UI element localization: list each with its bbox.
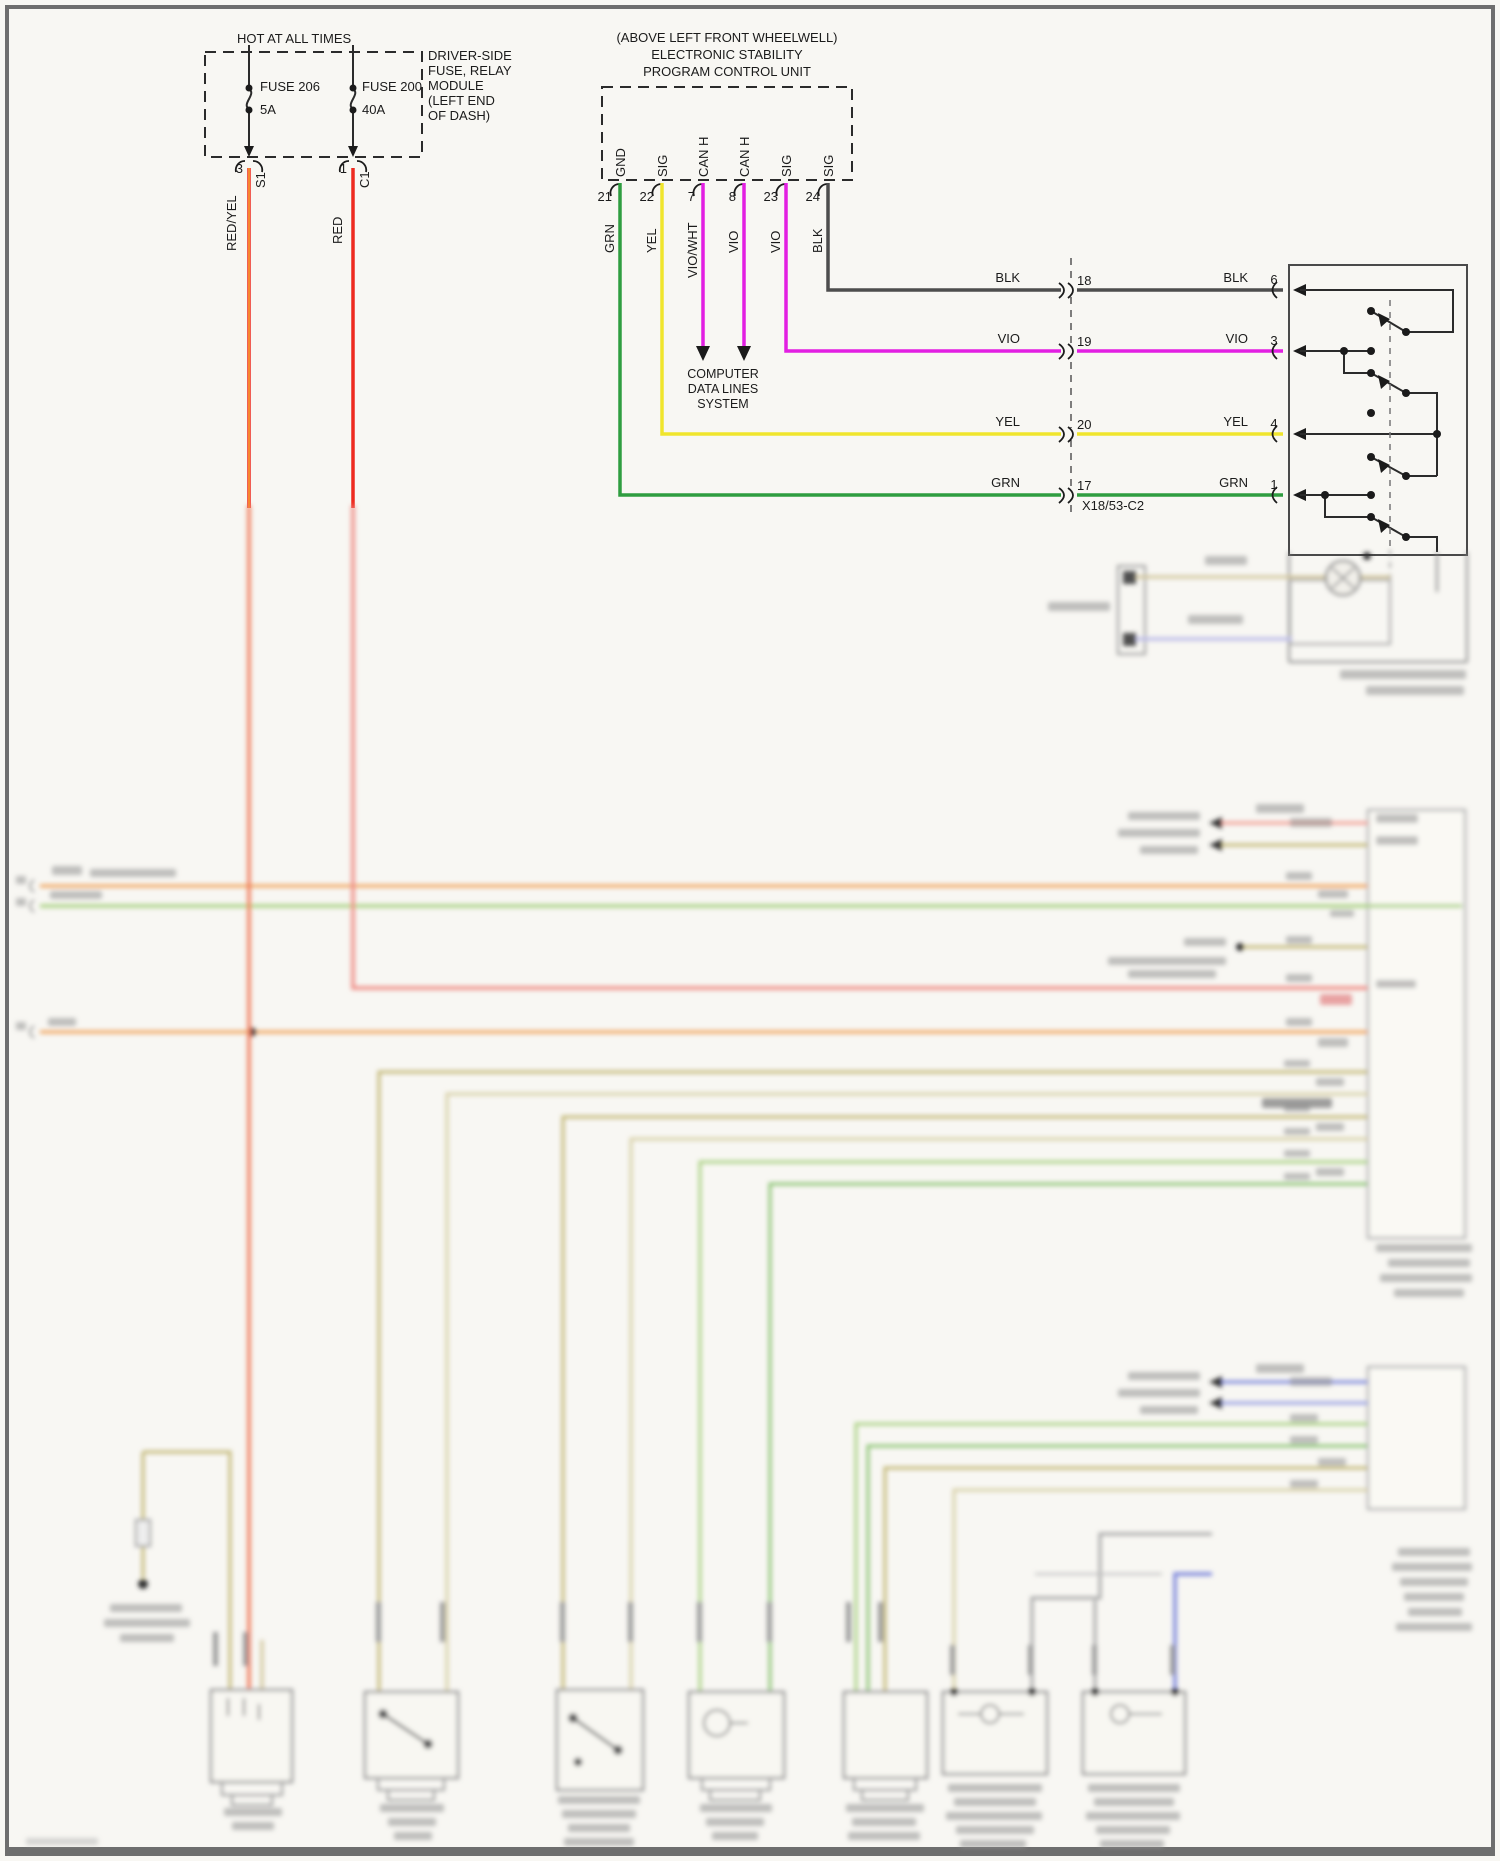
fuse-206-pin: 3 (235, 161, 243, 176)
page-frame-bottom (7, 1847, 1493, 1855)
wire-label-red-yel: RED/YEL (224, 195, 239, 251)
esp-title-line1: (ABOVE LEFT FRONT WHEELWELL) (616, 30, 838, 45)
fuse-module-name-line: OF DASH) (428, 108, 491, 123)
box-entry-arcs (1271, 281, 1278, 504)
fuse-200-pin: 1 (339, 161, 347, 176)
bus-wire-color-right: YEL (1223, 414, 1248, 429)
bus-splice-pin: 19 (1077, 334, 1092, 349)
switch-contact-dots (1321, 307, 1441, 541)
bus-splice-pin: 20 (1077, 417, 1092, 432)
fuse-200-label: FUSE 200 (362, 79, 422, 94)
esp-wire-color: YEL (644, 228, 659, 253)
bus-wire-color-left: YEL (995, 414, 1020, 429)
fuse-dots (244, 84, 358, 157)
fuse-200-terminal: C1 (357, 171, 372, 188)
esp-pin-name: CAN H (696, 136, 711, 177)
switch-assembly-box (1288, 264, 1468, 556)
fuse-206-label: FUSE 206 (260, 79, 320, 94)
data-lines-note-line3: SYSTEM (697, 397, 749, 411)
esp-pin-name: SIG (779, 154, 794, 177)
fuse-module-name-line: MODULE (428, 78, 484, 93)
bus-device-pin: 3 (1270, 333, 1278, 348)
fuse-module-name-line: DRIVER-SIDE (428, 48, 512, 63)
bus-wire-color-right: GRN (1219, 475, 1248, 490)
box-entry-arrows (1293, 284, 1306, 501)
data-lines-note-line2: DATA LINES (687, 382, 759, 396)
fuse-206-rating: 5A (260, 102, 276, 117)
data-lines-note-line1: COMPUTER (687, 367, 759, 381)
fuse-module-name-line: FUSE, RELAY (428, 63, 512, 78)
blurred-lower-diagram (16, 505, 1472, 1848)
bus-splice-pin: 17 (1077, 478, 1092, 493)
switch-internals (1300, 289, 1454, 552)
esp-wire-color: BLK (810, 228, 825, 253)
bus-wire-color-left: VIO (997, 331, 1020, 346)
esp-pin-name: SIG (821, 154, 836, 177)
bus-wire-color-right: BLK (1223, 270, 1248, 285)
fuse-206-terminal: S1 (253, 172, 268, 188)
esp-pin-number: 22 (639, 189, 654, 204)
bus-wire-color-left: BLK (995, 270, 1020, 285)
esp-title-line3: PROGRAM CONTROL UNIT (643, 64, 811, 79)
esp-wire-color: VIO (768, 230, 783, 253)
esp-pin-number: 7 (687, 189, 695, 204)
fuse-box-art (204, 45, 423, 158)
fuse-module-name-line: (LEFT END (428, 93, 495, 108)
fuse-200-rating: 40A (362, 102, 386, 117)
esp-pin-number: 8 (728, 189, 736, 204)
esp-pin-number: 23 (763, 189, 778, 204)
splice-symbols (1058, 282, 1077, 504)
wire-label-red: RED (330, 216, 345, 244)
data-line-arrow-1 (696, 346, 710, 361)
esp-pin-number: 21 (597, 189, 612, 204)
splice-connector-id: X18/53-C2 (1082, 498, 1145, 513)
esp-wire-color: GRN (602, 224, 617, 253)
bus-device-pin: 6 (1270, 272, 1278, 287)
bus-wire-color-left: GRN (991, 475, 1020, 490)
esp-wire-color: VIO (726, 230, 741, 253)
esp-title-line2: ELECTRONIC STABILITY (651, 47, 803, 62)
bus-splice-pin: 18 (1077, 273, 1092, 288)
esp-pin-name: CAN H (737, 136, 752, 177)
esp-box-outline (601, 86, 853, 181)
fuse-output-connector-arcs (234, 160, 368, 173)
esp-pin-name: SIG (655, 154, 670, 177)
bus-device-pin: 4 (1270, 416, 1278, 431)
esp-pin-name: GND (613, 148, 628, 177)
fuse-module-name: DRIVER-SIDE FUSE, RELAY MODULE (LEFT END… (428, 48, 512, 123)
hot-at-all-times-label: HOT AT ALL TIMES (237, 31, 352, 46)
esp-wire-color: VIO/WHT (685, 222, 700, 278)
bus-device-pin: 1 (1270, 477, 1278, 492)
bus-wire-color-right: VIO (1225, 331, 1248, 346)
data-line-arrow-2 (737, 346, 751, 361)
esp-pin-number: 24 (805, 189, 820, 204)
